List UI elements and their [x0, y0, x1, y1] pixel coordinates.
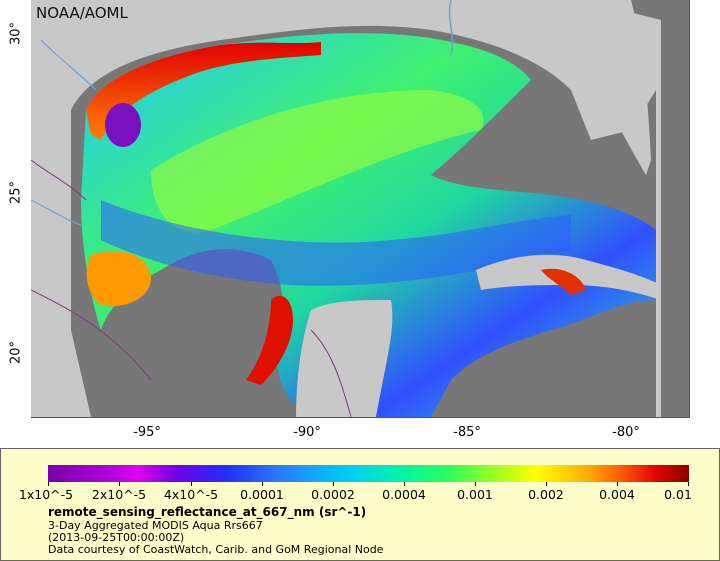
colorbar-label: 0.0001	[240, 487, 284, 502]
colorbar-label: 0.01	[664, 487, 692, 502]
colorbar-tick	[475, 482, 476, 486]
tamaulipas-orange	[86, 251, 151, 307]
map-canvas	[31, 0, 689, 417]
reflectance-field	[81, 33, 656, 417]
legend-dataset: 3-Day Aggregated MODIS Aqua Rrs667	[48, 519, 263, 532]
colorbar-label: 0.001	[457, 487, 493, 502]
colorbar-label: 0.0002	[311, 487, 355, 502]
map-area[interactable]: NOAA/AOML	[31, 0, 690, 418]
credit-label: NOAA/AOML	[36, 4, 128, 22]
colorbar-label: 4x10^-5	[163, 487, 219, 502]
legend-title: remote_sensing_reflectance_at_667_nm (sr…	[48, 505, 367, 519]
lon-tick-90: -90°	[293, 425, 321, 440]
colorbar-label: 0.002	[528, 487, 564, 502]
atlantic-no-data	[581, 0, 689, 417]
colorbar-label: 0.0004	[382, 487, 426, 502]
southern-band	[101, 200, 571, 286]
lon-tick-80: -80°	[612, 425, 640, 440]
colorbar-tick	[191, 482, 192, 486]
legend-date: (2013-09-25T00:00:00Z)	[48, 531, 185, 544]
lon-tick-85: -85°	[453, 425, 481, 440]
border-mx-states	[31, 289, 152, 381]
colorbar-tick	[262, 482, 263, 486]
legend-courtesy: Data courtesy of CoastWatch, Carib. and …	[48, 543, 384, 556]
tabasco-coast-red	[246, 295, 293, 385]
river-mexico	[31, 199, 82, 226]
colorbar-label: 1x10^-5	[18, 487, 74, 502]
colorbar-tick	[119, 482, 120, 486]
florida-land	[571, 0, 651, 175]
colorbar-label: 0.004	[599, 487, 635, 502]
colorbar-tick	[617, 482, 618, 486]
river-mississippi	[448, 0, 454, 56]
lat-tick-20: 20°	[8, 340, 24, 365]
border-us-mx	[31, 159, 87, 201]
legend-panel: 1x10^-5 2x10^-5 4x10^-5 0.0001 0.0002 0.…	[0, 448, 720, 561]
colorbar-tick	[333, 482, 334, 486]
colorbar	[48, 465, 689, 482]
northern-coast-red	[86, 42, 321, 140]
colorbar-label: 2x10^-5	[91, 487, 147, 502]
lat-tick-30: 30°	[8, 21, 24, 46]
colorbar-tick	[48, 482, 49, 486]
colorbar-tick	[546, 482, 547, 486]
lon-tick-95: -95°	[133, 425, 161, 440]
river-texas	[40, 39, 97, 91]
colorbar-tick	[688, 482, 689, 486]
galveston-purple	[105, 103, 141, 147]
yucatan-land	[296, 300, 393, 417]
central-band	[151, 90, 484, 233]
border-mx-gt	[310, 329, 352, 417]
colorbar-tick	[404, 482, 405, 486]
lat-tick-25: 25°	[8, 180, 24, 205]
cuba-coast-red	[541, 268, 586, 295]
